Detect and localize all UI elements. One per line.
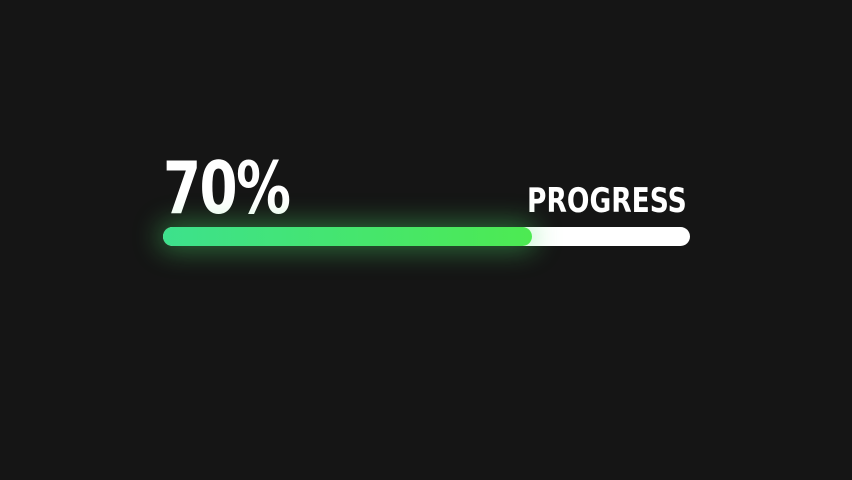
progress-bar-fill bbox=[163, 227, 532, 246]
progress-bar-track bbox=[163, 227, 690, 246]
progress-label: PROGRESS bbox=[527, 181, 687, 221]
percent-text: 70% bbox=[163, 146, 291, 230]
